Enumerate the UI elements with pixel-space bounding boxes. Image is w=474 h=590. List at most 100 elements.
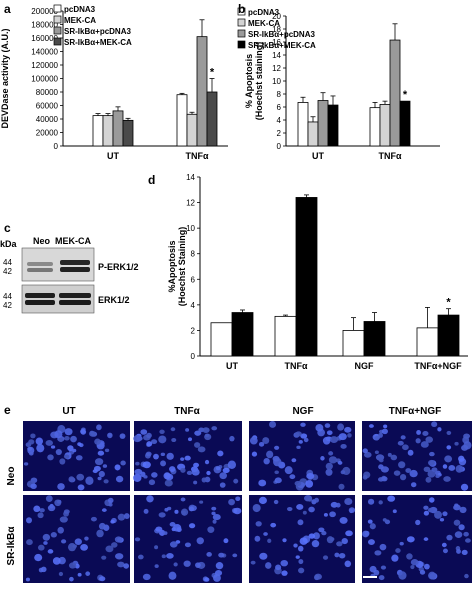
nucleus xyxy=(326,536,334,544)
nucleus xyxy=(180,497,186,502)
nucleus xyxy=(107,433,112,437)
nucleus xyxy=(103,479,109,484)
nucleus xyxy=(330,501,338,508)
band xyxy=(25,300,55,305)
nucleus xyxy=(453,504,461,511)
nucleus xyxy=(294,480,302,486)
nucleus xyxy=(70,435,77,443)
nucleus xyxy=(415,438,421,444)
nucleus xyxy=(146,443,151,447)
nucleus xyxy=(85,571,91,576)
nucleus xyxy=(146,432,152,439)
nucleus xyxy=(135,461,140,466)
nucleus xyxy=(38,567,44,573)
nucleus xyxy=(429,506,438,514)
nucleus xyxy=(429,460,437,467)
nucleus xyxy=(204,433,210,437)
nucleus xyxy=(427,469,436,478)
nucleus xyxy=(63,454,70,459)
nucleus xyxy=(160,460,167,467)
nucleus xyxy=(446,430,452,435)
nucleus xyxy=(369,565,377,573)
nucleus xyxy=(96,529,104,538)
nucleus xyxy=(299,478,308,486)
nucleus xyxy=(171,438,177,443)
y-axis-label: %Apoptosis xyxy=(167,240,177,292)
nucleus xyxy=(258,441,265,447)
nucleus xyxy=(326,430,333,436)
nucleus xyxy=(158,435,167,444)
nucleus xyxy=(442,464,448,469)
nucleus xyxy=(274,445,280,450)
nucleus xyxy=(206,552,212,557)
nucleus xyxy=(163,531,168,535)
nucleus xyxy=(169,522,176,527)
western-blot: kDa Neo MEK-CA 44 42 P-ERK1/2 44 42 ERK1… xyxy=(0,236,139,314)
nucleus xyxy=(293,543,298,548)
nucleus xyxy=(363,471,371,479)
bar xyxy=(206,91,218,147)
nucleus xyxy=(314,574,320,581)
nucleus xyxy=(306,469,314,477)
nucleus xyxy=(207,526,215,533)
nucleus xyxy=(339,516,348,524)
nucleus xyxy=(453,519,461,526)
nucleus xyxy=(35,437,44,446)
nucleus xyxy=(143,434,151,441)
nucleus xyxy=(380,466,389,473)
nucleus xyxy=(72,544,77,548)
nucleus xyxy=(325,468,333,476)
nucleus xyxy=(231,507,238,514)
nucleus xyxy=(101,555,107,560)
nucleus xyxy=(344,497,353,505)
band xyxy=(27,262,53,266)
nucleus xyxy=(379,543,387,551)
nucleus xyxy=(442,548,448,554)
nucleus xyxy=(295,555,300,559)
nucleus xyxy=(30,483,37,490)
legend-label: SR-IkBα+pcDNA3 xyxy=(248,30,315,39)
nucleus xyxy=(235,496,241,501)
x-tick-label: NGF xyxy=(355,361,375,371)
nucleus xyxy=(63,511,69,517)
nucleus xyxy=(37,544,45,551)
nucleus xyxy=(265,562,272,569)
nucleus xyxy=(94,458,104,466)
nucleus xyxy=(456,549,461,554)
nucleus xyxy=(204,577,210,582)
nucleus xyxy=(367,519,373,524)
nucleus xyxy=(325,436,332,442)
y-tick-label: 20 xyxy=(272,12,281,21)
nucleus xyxy=(374,435,380,441)
nucleus xyxy=(114,464,121,471)
nucleus xyxy=(286,506,293,512)
nucleus xyxy=(104,499,112,507)
nucleus xyxy=(213,574,221,582)
x-tick-label: TNFα xyxy=(284,361,307,371)
nucleus xyxy=(201,477,207,483)
chart-b-apoptosis: 0 2 4 6 8 10 12 14 16 18 20 % Apoptosis (Hoechst sta… xyxy=(237,7,440,161)
nucleus xyxy=(90,516,97,522)
nucleus xyxy=(262,437,270,444)
nucleus xyxy=(409,469,418,478)
y-tick-label: 180000 xyxy=(31,21,58,30)
micrograph-tile xyxy=(362,495,472,583)
nucleus xyxy=(148,479,156,486)
nucleus xyxy=(338,433,347,441)
nucleus xyxy=(57,526,64,534)
nucleus xyxy=(335,458,341,463)
lane-label-neo: Neo xyxy=(33,236,51,246)
nucleus xyxy=(76,473,85,481)
nucleus xyxy=(140,471,146,477)
nucleus xyxy=(50,532,57,538)
y-tick-label: 0 xyxy=(277,142,282,151)
nucleus xyxy=(136,433,142,438)
nucleus xyxy=(27,446,32,451)
nucleus xyxy=(402,444,409,451)
bar xyxy=(112,110,124,147)
nucleus xyxy=(111,517,117,524)
nucleus xyxy=(184,455,191,461)
bar xyxy=(342,330,365,357)
nucleus xyxy=(318,527,325,533)
chart-a-devdase: 0 20000 40000 60000 80000 100000 120000 140000 1… xyxy=(0,4,228,161)
